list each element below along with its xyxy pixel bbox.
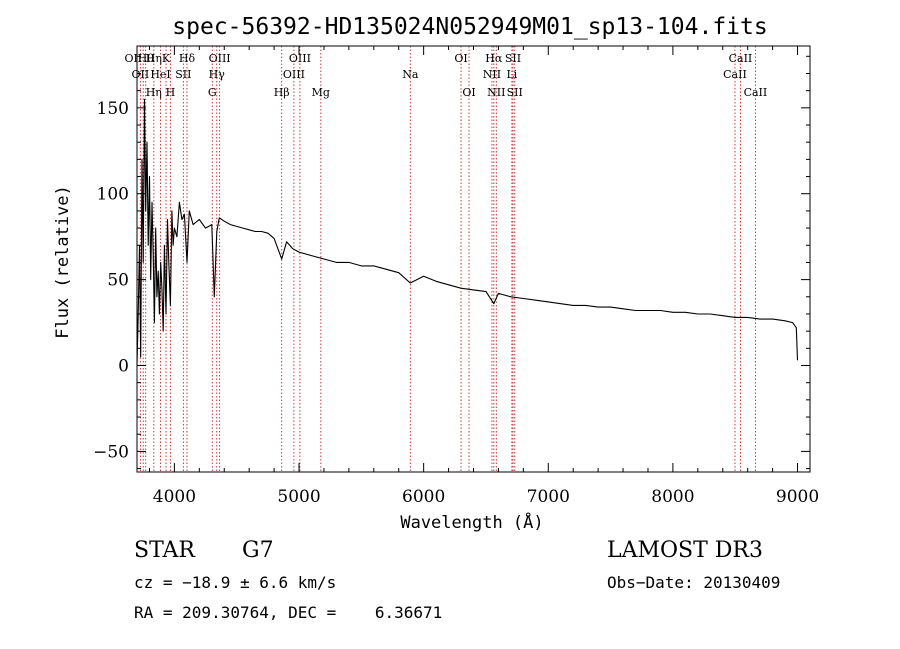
- spectral-line-label: OII Hη: [125, 52, 162, 65]
- y-tick-label: −50: [93, 442, 129, 462]
- object-subclass: G7: [242, 538, 274, 563]
- x-axis-label: Wavelength (Å): [400, 511, 543, 533]
- spectral-line-label: OIII: [283, 68, 305, 81]
- spectral-line-label: Hβ: [274, 86, 290, 99]
- observation-date: Obs−Date: 20130409: [607, 573, 781, 592]
- spectral-line-label: Na: [402, 68, 419, 81]
- y-tick-label: 0: [118, 357, 129, 377]
- spectral-line-label: K: [162, 52, 171, 65]
- spectral-line-label: Hα: [485, 52, 503, 65]
- spectral-line-label: SII: [505, 52, 521, 65]
- plot-frame: [136, 45, 811, 473]
- spectral-line-label: CaII: [723, 68, 747, 81]
- x-tick-label: 4000: [153, 487, 196, 507]
- spectral-line-label: OII: [132, 68, 150, 81]
- x-tick-label: 8000: [651, 487, 694, 507]
- spectral-line-label: NII: [487, 86, 505, 99]
- x-tick-label: 6000: [402, 487, 445, 507]
- redshift-cz: cz = −18.9 ± 6.6 km/s: [134, 573, 337, 592]
- survey-name: LAMOST DR3: [607, 538, 763, 563]
- spectral-line-label: SII: [175, 68, 191, 81]
- object-class: STAR: [134, 538, 195, 563]
- spectral-line-label: Li: [506, 68, 517, 81]
- spectral-line-label: Hη: [146, 86, 162, 99]
- y-tick-label: 150: [97, 99, 129, 119]
- x-tick-label: 5000: [277, 487, 320, 507]
- spectral-line-label: OI: [462, 86, 475, 99]
- x-tick-label: 9000: [776, 487, 819, 507]
- y-tick-label: 50: [107, 271, 129, 291]
- spectral-line-label: CaII: [729, 52, 753, 65]
- spectral-line-label: NII: [483, 68, 501, 81]
- x-tick-label: 7000: [527, 487, 570, 507]
- spectral-line-label: OIII: [289, 52, 311, 65]
- spectral-line-label: Hδ: [179, 52, 196, 65]
- spectral-line-label: OIII: [209, 52, 231, 65]
- y-axis-label: Flux (relative): [53, 185, 73, 339]
- y-tick-label: 100: [97, 185, 129, 205]
- flux-spectrum-line: [136, 98, 799, 366]
- chart-title: spec-56392-HD135024N052949M01_sp13-104.f…: [172, 14, 767, 40]
- spectral-line-label: OI: [454, 52, 467, 65]
- spectral-line-label: CaII: [744, 86, 768, 99]
- axis-ticks: 4000 5000 6000 7000 8000 9000 −50 0 50 100 150: [93, 46, 819, 507]
- spectral-line-label: SII: [507, 86, 523, 99]
- spectral-line-label: H: [166, 86, 176, 99]
- spectral-line-label: Mg: [312, 86, 330, 99]
- spectral-line-label: Hθ: [138, 52, 155, 65]
- spectral-line-label: HeI: [150, 68, 170, 81]
- spectrum-chart: 4000 5000 6000 7000 8000 9000 −50 0 50 100 150 OII…: [53, 14, 819, 533]
- flux-series-layer: [136, 98, 799, 366]
- spectral-line-label: Hγ: [209, 68, 226, 81]
- spectral-line-label: G: [208, 86, 217, 99]
- spectral-lines-layer: [139, 46, 756, 472]
- ra-dec-coordinates: RA = 209.30764, DEC = 6.36671: [134, 603, 443, 622]
